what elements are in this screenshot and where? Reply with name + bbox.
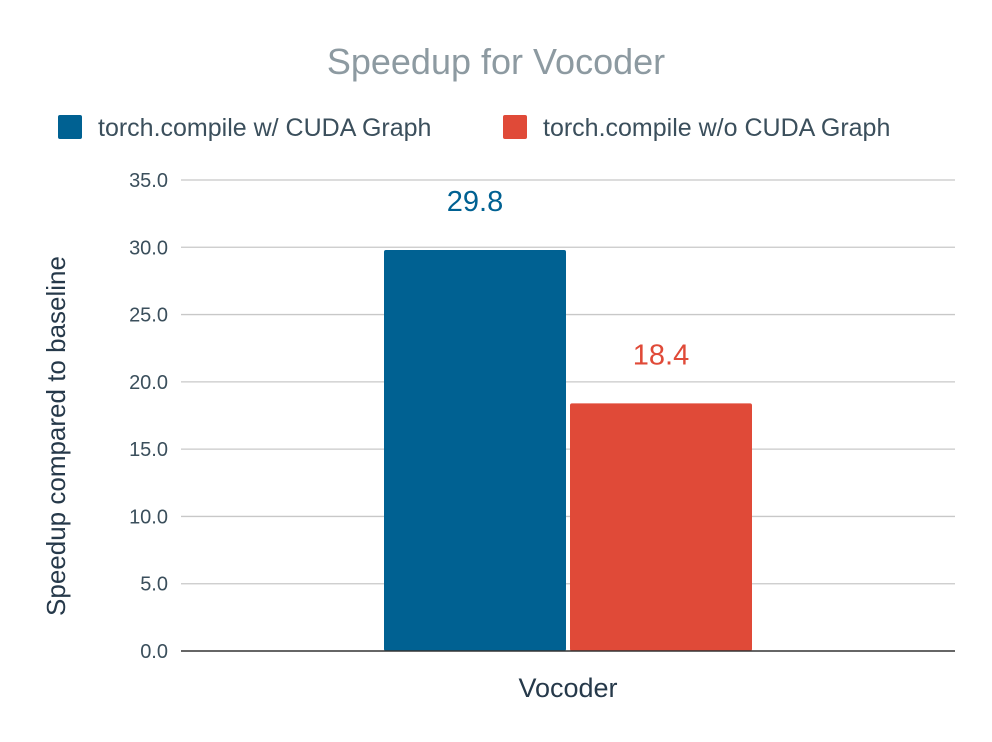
legend-label-cuda-graph: torch.compile w/ CUDA Graph <box>98 114 431 142</box>
data-label-no-cuda-graph-vocoder: 18.4 <box>633 339 689 371</box>
gridlines <box>181 179 955 585</box>
y-tick-label: 25.0 <box>129 305 168 327</box>
bars <box>384 249 752 651</box>
y-tick-label: 0.0 <box>140 641 168 663</box>
data-label-cuda-graph-vocoder: 29.8 <box>447 186 503 218</box>
y-tick-label: 20.0 <box>129 372 168 394</box>
legend-swatch-cuda-graph <box>58 115 82 139</box>
legend-swatch-no-cuda-graph <box>503 115 527 139</box>
x-category-label-vocoder: Vocoder <box>518 673 617 703</box>
chart-title: Speedup for Vocoder <box>327 41 665 82</box>
y-tick-label: 35.0 <box>129 170 168 192</box>
bar-no-cuda-graph-vocoder <box>570 403 752 651</box>
y-axis-label: Speedup compared to baseline <box>41 256 71 616</box>
y-tick-label: 5.0 <box>140 574 168 596</box>
legend-label-no-cuda-graph: torch.compile w/o CUDA Graph <box>543 114 890 142</box>
legend-item-no-cuda-graph: torch.compile w/o CUDA Graph <box>503 114 890 142</box>
legend: torch.compile w/ CUDA Graph torch.compil… <box>58 114 890 142</box>
y-axis-ticks: 0.0 5.0 10.0 15.0 20.0 25.0 30.0 35.0 <box>129 170 168 663</box>
bar-cuda-graph-vocoder <box>384 249 566 651</box>
y-tick-label: 15.0 <box>129 439 168 461</box>
y-tick-label: 10.0 <box>129 506 168 528</box>
data-labels: 29.8 18.4 <box>447 186 689 371</box>
legend-item-cuda-graph: torch.compile w/ CUDA Graph <box>58 114 431 142</box>
y-tick-label: 30.0 <box>129 237 168 259</box>
